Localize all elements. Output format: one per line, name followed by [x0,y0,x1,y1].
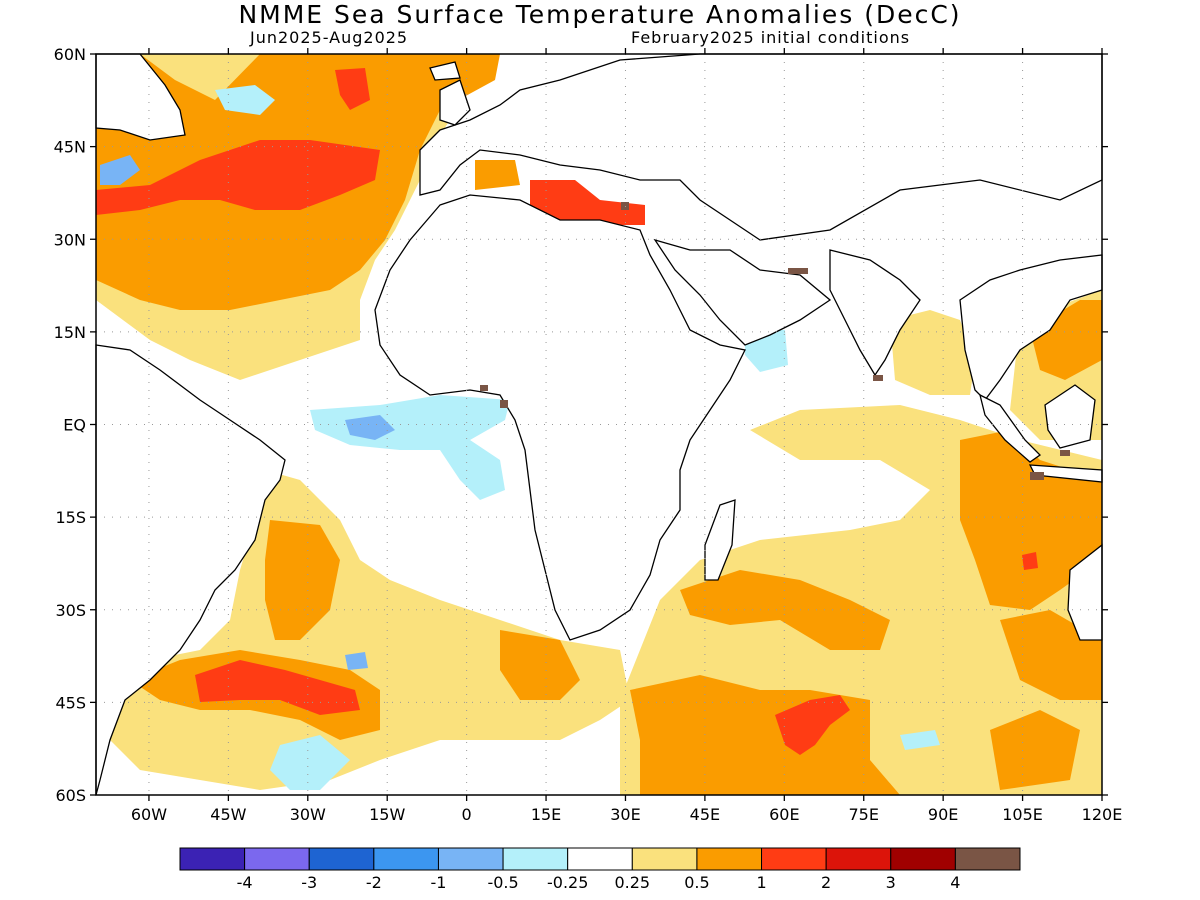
colorbar-label: 0.5 [684,873,709,892]
lon-label: 75E [849,805,879,824]
initial-conditions: February2025 initial conditions [631,28,911,47]
lon-label: 60E [769,805,799,824]
lon-label: 30E [610,805,640,824]
lon-label: 45W [210,805,246,824]
indian-ocean-hotspot [1022,552,1038,570]
axis-ticks [90,48,1108,801]
colorbar-swatch [373,847,439,871]
lat-label: EQ [63,416,86,435]
lat-label: 15S [55,508,86,527]
south-america-outline [95,344,286,796]
colorbar-label: 0.25 [614,873,650,892]
mask-cell [480,385,488,391]
newfoundland-cool [100,155,140,185]
lon-label: 45E [690,805,720,824]
bay-of-bengal-weak-warm [890,310,975,395]
colorbar-label: 1 [756,873,766,892]
lat-label: 30N [54,230,86,249]
india-outline [829,249,921,377]
africa-outline [374,194,746,641]
southern-ocean-strong-warm [775,695,850,755]
colorbar-label: -4 [237,873,253,892]
north-atlantic-strong-warm [96,140,380,215]
southern-ocean-cool [900,730,940,750]
latitude-labels: 60N 45N 30N 15N EQ 15S 30S 45S 60S [54,45,86,805]
longitude-labels: 60W 45W 30W 15W 0 15E 30E 45E 60E 75E 90E 105E 120E [131,805,1122,824]
lon-label: 105E [1002,805,1043,824]
arabia-outline [653,238,832,346]
indian-ocean-south-warm [680,570,890,650]
colorbar-label: 3 [886,873,896,892]
colorbar-swatch [502,847,569,871]
south-atlantic-mid-warm [500,630,580,700]
colorbar-swatch [954,847,1021,871]
iceland-outline [429,61,461,81]
southern-ocean-east-warm [990,710,1080,790]
colorbar-swatch [631,847,698,871]
lon-label: 90E [928,805,958,824]
colorbar-swatch [761,847,827,871]
southeast-asia-outline [959,254,1103,401]
europe-outline [419,53,1103,241]
lon-label: 60W [131,805,167,824]
sumatra-outline [979,393,1042,463]
colorbar-swatch [825,847,892,871]
lon-label: 0 [462,805,472,824]
forecast-period: Jun2025-Aug2025 [250,28,409,47]
mediterranean-warm [475,160,520,190]
lon-label: 15E [531,805,561,824]
mask-cell [1030,472,1044,480]
colorbar-swatch [179,847,246,871]
mask-cell [500,400,508,408]
colorbar-label: -0.25 [547,873,588,892]
borneo-outline [1044,384,1096,449]
south-atlantic-45s-strong-warm [195,660,360,715]
colorbar-label: -3 [301,873,317,892]
lon-label: 15W [369,805,405,824]
land-outlines [95,53,1103,796]
mask-cell [873,375,883,381]
lon-label: 120E [1082,805,1123,824]
equatorial-atlantic-weak-cool [310,395,510,500]
mask-cell [788,268,808,274]
lat-label: 45N [54,138,86,157]
lat-label: 60S [55,786,86,805]
south-atlantic-warm [265,520,340,640]
australia-outline [1067,543,1103,641]
colorbar-label: 2 [821,873,831,892]
south-atlantic-cool-core [345,652,368,670]
mediterranean-strong-warm [530,180,645,225]
lat-label: 15N [54,323,86,342]
colorbar-label: -0.5 [487,873,518,892]
colorbar-swatch [437,847,504,871]
south-atlantic-cool [270,735,350,790]
equatorial-atlantic-cool [345,415,395,440]
lat-label: 60N [54,45,86,64]
colorbar-swatch [567,847,633,871]
map-title: NMME Sea Surface Temperature Anomalies (… [238,0,962,29]
british-isles-outline [439,79,471,126]
colorbar: -4 -3 -2 -1 -0.5 -0.25 0.25 0.5 1 2 3 4 [179,847,1021,892]
anomaly-field [96,54,1102,795]
mask-cell [1060,450,1070,456]
colorbar-swatch [308,847,375,871]
north-america-outline [95,53,186,141]
colorbar-swatch [696,847,763,871]
colorbar-label: -2 [366,873,382,892]
lon-label: 30W [290,805,326,824]
colorbar-swatch [890,847,956,871]
colorbar-swatch [244,847,310,871]
colorbar-label: -1 [430,873,446,892]
lat-label: 30S [55,601,86,620]
labrador-weak-cool [215,85,275,115]
lat-label: 45S [55,693,86,712]
madagascar-outline [704,499,736,581]
colorbar-label: 4 [950,873,960,892]
labrador-strong-warm [335,68,370,110]
